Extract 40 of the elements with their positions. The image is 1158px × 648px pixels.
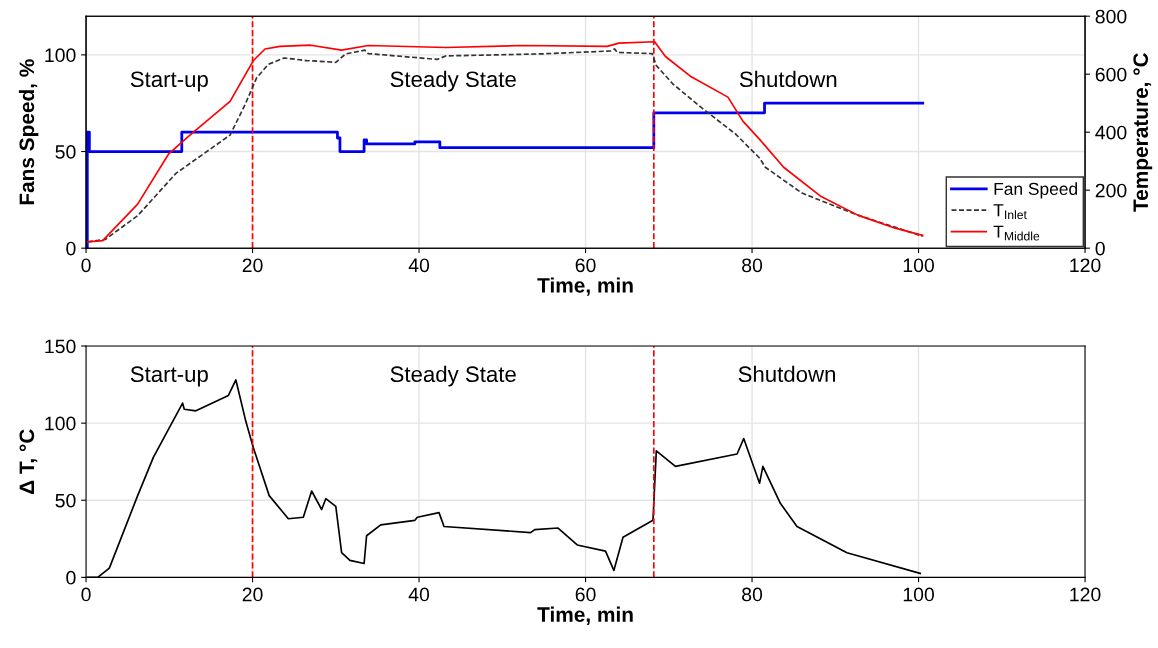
y2-tick-label: 400 — [1095, 125, 1127, 140]
y-tick-label: 0 — [66, 241, 76, 256]
y-tick-label: 150 — [45, 339, 76, 354]
y2-axis-title: Temperature, °C — [1133, 52, 1153, 212]
annotation: Shutdown — [738, 365, 835, 383]
x-tick-label: 80 — [742, 587, 763, 602]
x-tick-label: 80 — [742, 258, 763, 273]
y-tick-label: 100 — [45, 416, 76, 431]
x-tick-label: 0 — [81, 258, 91, 273]
y2-tick-label: 0 — [1095, 241, 1105, 256]
x-tick-label: 120 — [1070, 587, 1101, 602]
y-tick-label: 50 — [55, 493, 76, 508]
legend-label: Fan Speed — [994, 182, 1077, 199]
x-tick-label: 20 — [242, 587, 263, 602]
y-axis-title: Δ T, °C — [19, 429, 38, 494]
legend-label: T$_{Middle}$ — [993, 225, 1040, 241]
x-tick-label: 0 — [81, 587, 91, 602]
y2-tick-label: 600 — [1095, 67, 1127, 82]
annotation: Shutdown — [739, 70, 837, 88]
annotation: Steady State — [390, 70, 516, 92]
y2-tick-label: 800 — [1095, 9, 1127, 24]
legend-label: T$_{Inlet}$ — [993, 204, 1027, 220]
x-tick-label: 100 — [903, 587, 935, 602]
x-tick-label: 40 — [408, 258, 430, 273]
x-tick-label: 60 — [575, 258, 596, 273]
annotation: Start-up — [130, 366, 208, 387]
x-axis-title: Time, min — [537, 606, 633, 625]
y2-tick-label: 200 — [1095, 183, 1127, 198]
y-tick-label: 50 — [55, 144, 76, 159]
annotation: Steady State — [390, 365, 516, 387]
x-tick-label: 20 — [242, 258, 263, 273]
y-tick-label: 100 — [45, 48, 76, 63]
y-tick-label: 0 — [66, 570, 76, 585]
x-tick-label: 100 — [903, 258, 935, 273]
annotation: Start-up — [130, 71, 208, 92]
x-tick-label: 120 — [1070, 258, 1101, 273]
y-axis-title: Fans Speed, % — [18, 59, 39, 205]
x-tick-label: 60 — [575, 587, 596, 602]
x-tick-label: 40 — [408, 587, 430, 602]
x-axis-title: Time, min — [537, 277, 633, 296]
